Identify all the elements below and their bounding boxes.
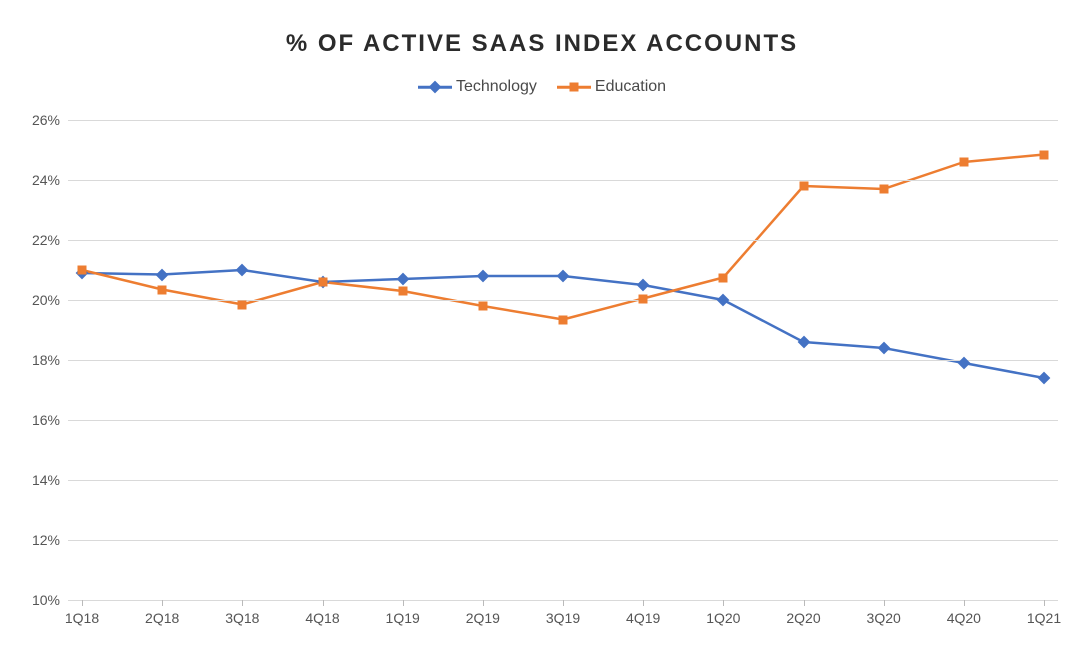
legend-item-education: Education bbox=[557, 78, 666, 96]
y-axis-label: 10% bbox=[32, 592, 68, 608]
y-axis-label: 12% bbox=[32, 532, 68, 548]
x-axis-label: 1Q20 bbox=[706, 600, 740, 626]
data-point-education bbox=[799, 182, 808, 191]
data-point-education bbox=[959, 158, 968, 167]
chart-plot-area: 10%12%14%16%18%20%22%24%26%1Q182Q183Q184… bbox=[68, 120, 1058, 600]
chart-container: % OF ACTIVE SAAS INDEX ACCOUNTS Technolo… bbox=[0, 0, 1084, 668]
legend-item-technology: Technology bbox=[418, 78, 537, 96]
y-axis-label: 16% bbox=[32, 412, 68, 428]
y-axis-label: 26% bbox=[32, 112, 68, 128]
data-point-education bbox=[318, 278, 327, 287]
chart-legend: Technology Education bbox=[0, 78, 1084, 99]
x-axis-label: 1Q21 bbox=[1027, 600, 1061, 626]
y-gridline bbox=[68, 480, 1058, 481]
x-axis-label: 3Q20 bbox=[867, 600, 901, 626]
y-axis-label: 14% bbox=[32, 472, 68, 488]
legend-label: Education bbox=[595, 78, 666, 96]
legend-label: Technology bbox=[456, 78, 537, 96]
y-axis-label: 22% bbox=[32, 232, 68, 248]
y-gridline bbox=[68, 180, 1058, 181]
y-axis-label: 18% bbox=[32, 352, 68, 368]
y-axis-label: 20% bbox=[32, 292, 68, 308]
y-gridline bbox=[68, 540, 1058, 541]
x-axis-label: 4Q19 bbox=[626, 600, 660, 626]
y-gridline bbox=[68, 300, 1058, 301]
x-axis-label: 1Q19 bbox=[386, 600, 420, 626]
y-gridline bbox=[68, 120, 1058, 121]
y-gridline bbox=[68, 240, 1058, 241]
data-point-education bbox=[559, 315, 568, 324]
x-axis-label: 2Q18 bbox=[145, 600, 179, 626]
x-axis-label: 4Q20 bbox=[947, 600, 981, 626]
data-point-education bbox=[1040, 150, 1049, 159]
data-point-education bbox=[238, 300, 247, 309]
y-axis-label: 24% bbox=[32, 172, 68, 188]
data-point-education bbox=[719, 273, 728, 282]
chart-title: % OF ACTIVE SAAS INDEX ACCOUNTS bbox=[0, 30, 1084, 58]
data-point-education bbox=[78, 266, 87, 275]
x-axis-label: 3Q19 bbox=[546, 600, 580, 626]
data-point-education bbox=[158, 285, 167, 294]
x-axis-label: 1Q18 bbox=[65, 600, 99, 626]
series-line-technology bbox=[82, 270, 1044, 378]
plot-inner: 10%12%14%16%18%20%22%24%26%1Q182Q183Q184… bbox=[68, 120, 1058, 600]
x-axis-label: 2Q19 bbox=[466, 600, 500, 626]
data-point-education bbox=[398, 287, 407, 296]
x-axis-label: 4Q18 bbox=[305, 600, 339, 626]
legend-swatch-icon bbox=[418, 80, 452, 94]
data-point-education bbox=[478, 302, 487, 311]
y-gridline bbox=[68, 420, 1058, 421]
data-point-education bbox=[879, 185, 888, 194]
data-point-education bbox=[639, 294, 648, 303]
legend-swatch-icon bbox=[557, 80, 591, 94]
x-axis-label: 3Q18 bbox=[225, 600, 259, 626]
y-gridline bbox=[68, 360, 1058, 361]
x-axis-label: 2Q20 bbox=[786, 600, 820, 626]
